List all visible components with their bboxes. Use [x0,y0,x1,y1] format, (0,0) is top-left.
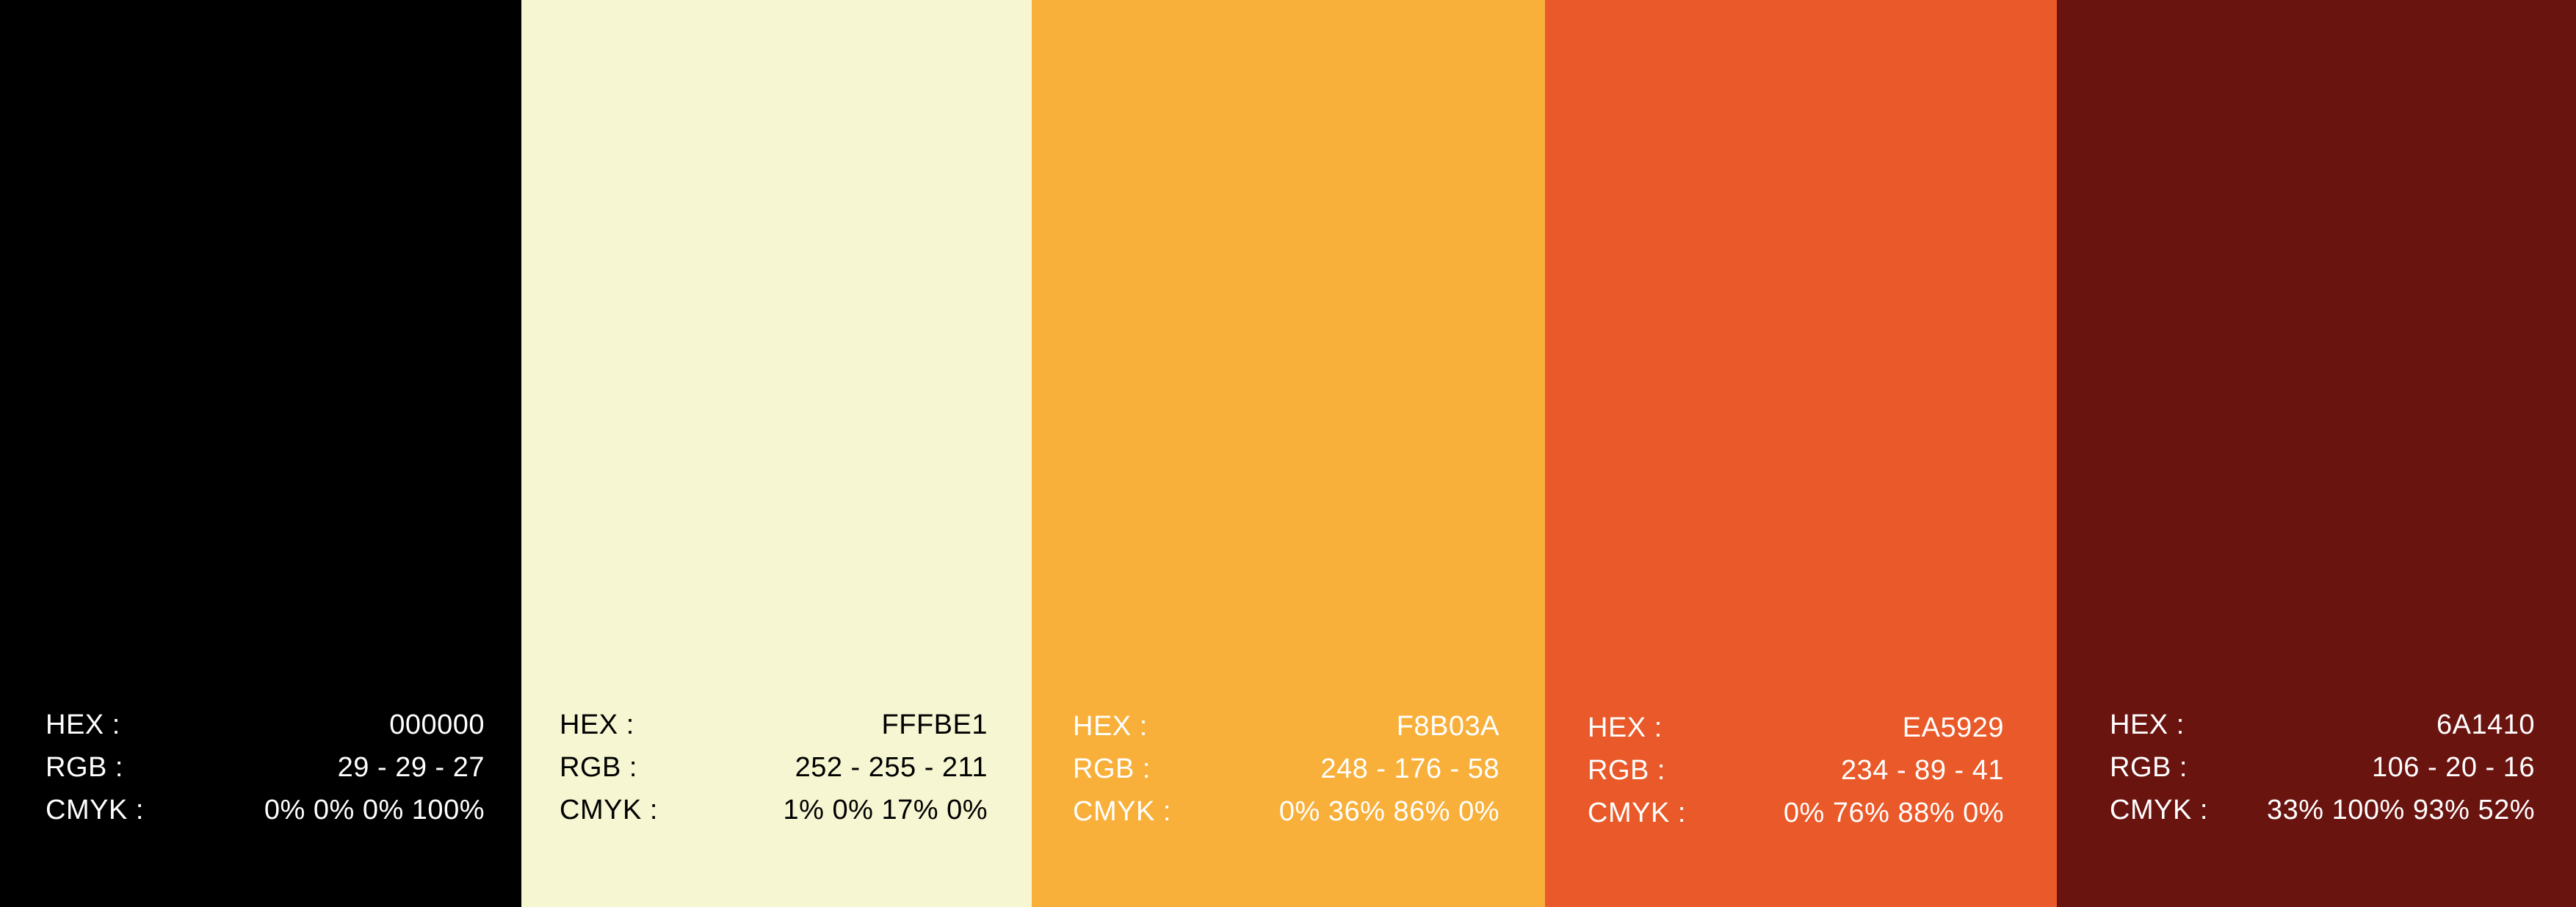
swatch-info: HEX : EA5929 RGB : 234 - 89 - 41 CMYK : … [1588,707,2004,834]
hex-value: F8B03A [1396,711,1499,742]
swatch-info: HEX : 000000 RGB : 29 - 29 - 27 CMYK : 0… [46,704,485,831]
swatch-dark-red: HEX : 6A1410 RGB : 106 - 20 - 16 CMYK : … [2057,0,2576,907]
hex-value: EA5929 [1902,712,2004,743]
rgb-label: RGB : [2110,752,2188,783]
hex-row: HEX : 6A1410 [2110,704,2535,746]
hex-row: HEX : F8B03A [1073,705,1499,748]
cmyk-value: 33% 100% 93% 52% [2266,795,2535,825]
cmyk-value: 1% 0% 17% 0% [783,795,988,825]
cmyk-row: CMYK : 33% 100% 93% 52% [2110,789,2535,831]
hex-value: 000000 [389,709,485,740]
cmyk-label: CMYK : [560,795,658,825]
cmyk-row: CMYK : 0% 76% 88% 0% [1588,792,2004,834]
hex-value: FFFBE1 [881,709,988,740]
rgb-label: RGB : [1073,754,1151,784]
swatch-black: HEX : 000000 RGB : 29 - 29 - 27 CMYK : 0… [0,0,521,907]
cmyk-label: CMYK : [1588,798,1686,828]
hex-value: 6A1410 [2436,709,2535,740]
cmyk-label: CMYK : [2110,795,2208,825]
cmyk-label: CMYK : [46,795,144,825]
rgb-label: RGB : [46,752,123,783]
hex-label: HEX : [2110,709,2185,740]
rgb-value: 252 - 255 - 211 [795,752,988,783]
cmyk-row: CMYK : 1% 0% 17% 0% [560,789,988,831]
rgb-label: RGB : [560,752,637,783]
rgb-row: RGB : 248 - 176 - 58 [1073,748,1499,790]
cmyk-row: CMYK : 0% 36% 86% 0% [1073,790,1499,833]
rgb-value: 29 - 29 - 27 [337,752,485,783]
cmyk-label: CMYK : [1073,796,1171,827]
rgb-row: RGB : 234 - 89 - 41 [1588,749,2004,792]
hex-label: HEX : [1588,712,1663,743]
swatch-info: HEX : FFFBE1 RGB : 252 - 255 - 211 CMYK … [560,704,988,831]
hex-row: HEX : EA5929 [1588,707,2004,749]
cmyk-value: 0% 76% 88% 0% [1783,798,2004,828]
cmyk-value: 0% 36% 86% 0% [1278,796,1499,827]
rgb-label: RGB : [1588,755,1665,786]
hex-row: HEX : 000000 [46,704,485,746]
rgb-value: 234 - 89 - 41 [1841,755,2004,786]
swatch-red-orange: HEX : EA5929 RGB : 234 - 89 - 41 CMYK : … [1545,0,2057,907]
swatch-orange: HEX : F8B03A RGB : 248 - 176 - 58 CMYK :… [1032,0,1545,907]
rgb-value: 248 - 176 - 58 [1320,754,1499,784]
swatch-info: HEX : F8B03A RGB : 248 - 176 - 58 CMYK :… [1073,705,1499,833]
hex-label: HEX : [560,709,634,740]
hex-label: HEX : [1073,711,1148,742]
rgb-value: 106 - 20 - 16 [2372,752,2535,783]
rgb-row: RGB : 252 - 255 - 211 [560,746,988,789]
hex-label: HEX : [46,709,120,740]
hex-row: HEX : FFFBE1 [560,704,988,746]
swatch-cream: HEX : FFFBE1 RGB : 252 - 255 - 211 CMYK … [521,0,1032,907]
cmyk-row: CMYK : 0% 0% 0% 100% [46,789,485,831]
swatch-info: HEX : 6A1410 RGB : 106 - 20 - 16 CMYK : … [2110,704,2535,831]
rgb-row: RGB : 29 - 29 - 27 [46,746,485,789]
rgb-row: RGB : 106 - 20 - 16 [2110,746,2535,789]
cmyk-value: 0% 0% 0% 100% [264,795,485,825]
